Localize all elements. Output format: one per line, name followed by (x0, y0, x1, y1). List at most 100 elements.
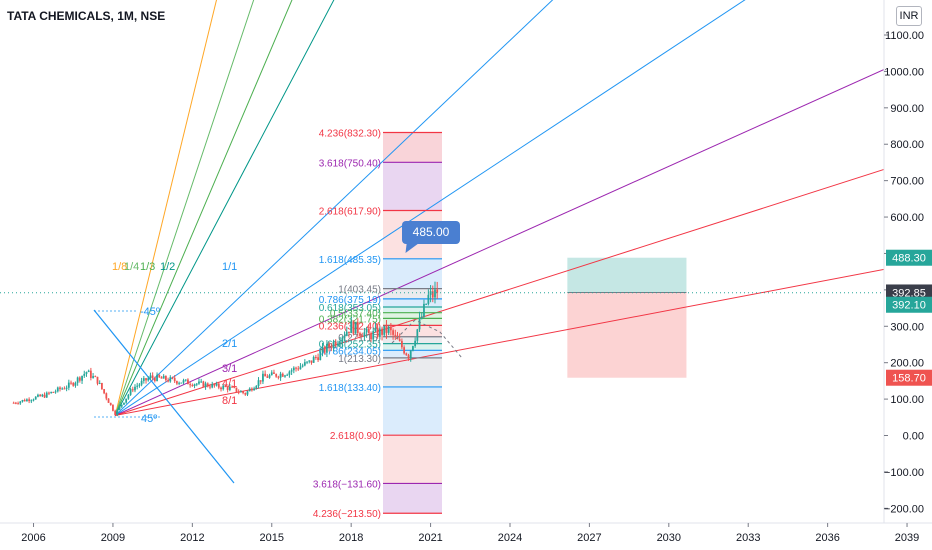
candle-body (268, 375, 271, 378)
candle-body (237, 391, 240, 393)
candle-body (23, 400, 26, 402)
fib-levels-layer: 4.236(832.30) 3.618(750.40) 2.618(617.90) 1… (313, 128, 442, 520)
time-axis-bg (0, 523, 932, 550)
candle-body (134, 386, 136, 391)
candle-body (189, 384, 192, 386)
price-label-bg (886, 249, 932, 266)
candle-body (129, 389, 132, 395)
annotation-layer (0, 292, 884, 359)
candle-body (85, 372, 88, 374)
candle-body (78, 377, 81, 381)
fib-band (383, 325, 442, 337)
candle-body (211, 384, 214, 388)
candle-body (270, 372, 273, 376)
candle-body (350, 321, 353, 334)
candle-body (381, 328, 383, 335)
candle-body (341, 337, 344, 343)
candle-body (365, 328, 368, 333)
candle-body (65, 387, 68, 389)
y-tick-label: 700.00 (890, 176, 924, 188)
fib-band (383, 306, 442, 313)
candle-body (215, 383, 218, 386)
candle-body (295, 367, 297, 369)
candle-body (226, 386, 229, 390)
candle-body (387, 326, 390, 333)
candle-body (83, 373, 86, 376)
candle-body (330, 347, 333, 349)
candle-body (59, 387, 61, 390)
candle-body (423, 303, 425, 317)
price-label-bg (886, 369, 932, 386)
candle-body (398, 339, 401, 341)
candle-body (107, 398, 110, 403)
fib-band (383, 318, 442, 326)
candle-body (204, 383, 207, 388)
candle-body (257, 380, 260, 386)
y-tick-label: 0.00 (903, 431, 924, 443)
candle-body (43, 394, 46, 398)
x-tick-label: 2024 (498, 532, 522, 544)
candle-body (92, 376, 94, 378)
candle-body (178, 382, 181, 384)
candle-body (149, 375, 152, 379)
candle-body (332, 341, 335, 349)
candle-body (19, 401, 22, 404)
candle-body (169, 377, 172, 382)
symbol-title[interactable]: TATA CHEMICALS, 1M, NSE (7, 9, 166, 23)
fib-band (383, 336, 442, 344)
candle-body (147, 378, 150, 381)
position-target-zone (567, 257, 687, 293)
candle-body (361, 335, 364, 338)
candle-body (367, 328, 370, 334)
candle-body (209, 386, 211, 388)
candle-body (378, 328, 381, 337)
candle-body (418, 318, 421, 330)
y-tick-label: 100.00 (890, 394, 924, 406)
gann-angle-label: 45º (141, 413, 157, 425)
candle-body (401, 340, 403, 348)
gann-fan-label: 3/1 (222, 363, 237, 375)
candle-body (255, 385, 258, 389)
candle-body (145, 378, 147, 381)
fib-level-label: 2.618(617.90) (319, 207, 381, 218)
candle-body (220, 387, 222, 390)
price-callout[interactable]: 485.00 (402, 221, 460, 244)
candle-body (370, 333, 372, 340)
candle-body (222, 385, 225, 390)
gann-fan-ray (114, 0, 217, 416)
candle-body (314, 356, 317, 358)
x-tick-label: 2015 (260, 532, 284, 544)
fib-level-label: 2.618(0.90) (330, 431, 381, 442)
candle-body (151, 375, 154, 378)
candle-body (281, 373, 284, 377)
fib-level-label: 4.236(832.30) (319, 128, 381, 139)
candle-body (323, 347, 326, 353)
candle-body (303, 362, 306, 366)
candle-body (409, 350, 412, 359)
fib-band (383, 298, 442, 307)
candle-body (288, 371, 291, 375)
candle-body (87, 370, 90, 373)
candle-body (403, 347, 406, 354)
candle-body (52, 391, 55, 393)
candle-body (21, 400, 24, 402)
candle-body (308, 360, 311, 362)
candle-body (105, 393, 108, 399)
candle-body (259, 380, 262, 382)
candle-body (76, 377, 79, 383)
fib-band (383, 350, 442, 358)
candle-body (118, 406, 121, 410)
currency-badge[interactable]: INR (896, 6, 922, 26)
candle-body (127, 394, 130, 399)
candle-body (412, 346, 414, 351)
x-tick-label: 2021 (418, 532, 442, 544)
x-tick-label: 2033 (736, 532, 760, 544)
candle-body (339, 342, 342, 344)
candle-body (427, 294, 430, 304)
candle-body (89, 370, 92, 378)
y-tick-label: 1000.00 (884, 66, 924, 78)
fib-level-label: 0.236(302.40) (319, 321, 381, 332)
candle-body (328, 343, 331, 348)
candle-body (262, 373, 264, 382)
